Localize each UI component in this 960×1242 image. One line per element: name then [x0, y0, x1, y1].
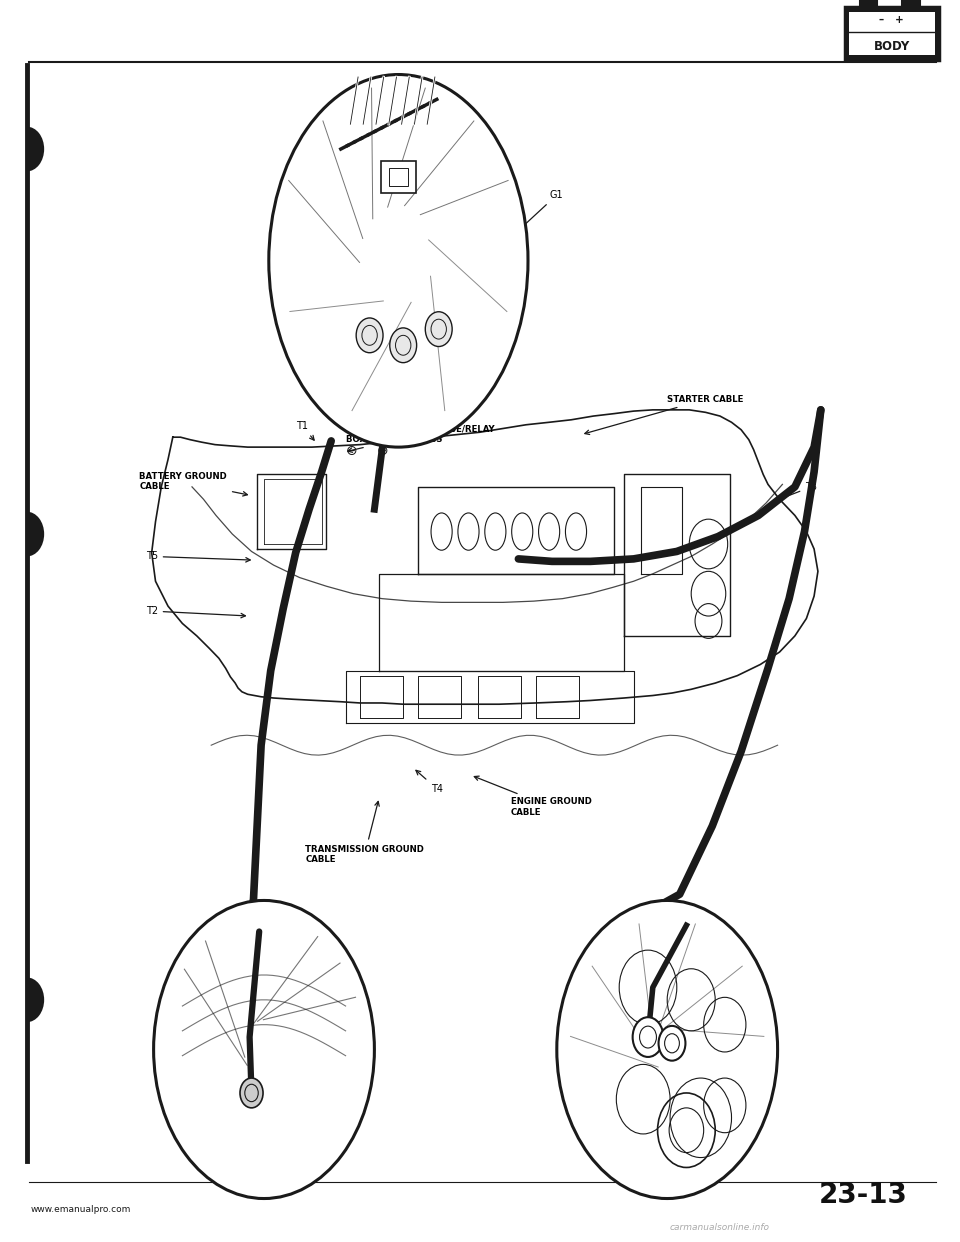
- Text: UNDER-HOOD ABS FUSE/RELAY
BOX WIRE HARNESS: UNDER-HOOD ABS FUSE/RELAY BOX WIRE HARNE…: [346, 425, 494, 452]
- Text: TRANSMISSION GROUND
CABLE: TRANSMISSION GROUND CABLE: [305, 801, 424, 864]
- Text: ⊖: ⊖: [346, 443, 357, 458]
- Text: T2: T2: [146, 606, 246, 617]
- Text: ⊕: ⊕: [376, 443, 388, 458]
- Text: T3: T3: [777, 482, 817, 501]
- Bar: [381, 161, 416, 193]
- Text: BODY: BODY: [874, 40, 910, 52]
- Circle shape: [425, 312, 452, 347]
- Text: G2: G2: [654, 1112, 669, 1129]
- Bar: [902, 0, 920, 9]
- Circle shape: [356, 318, 383, 353]
- Text: STARTER CABLE: STARTER CABLE: [585, 395, 744, 435]
- Text: 23-13: 23-13: [818, 1181, 907, 1208]
- Text: G1: G1: [492, 190, 564, 255]
- Text: T4: T4: [416, 770, 443, 794]
- Text: carmanualsonline.info: carmanualsonline.info: [670, 1222, 770, 1232]
- Ellipse shape: [154, 900, 374, 1199]
- Bar: [849, 12, 935, 55]
- Ellipse shape: [557, 900, 778, 1199]
- Text: www.emanualpro.com: www.emanualpro.com: [31, 1205, 132, 1215]
- Circle shape: [633, 1017, 663, 1057]
- Wedge shape: [27, 127, 44, 171]
- Wedge shape: [27, 512, 44, 556]
- Circle shape: [659, 1026, 685, 1061]
- Circle shape: [240, 1078, 263, 1108]
- Text: G3: G3: [251, 1112, 268, 1129]
- Bar: [845, 7, 939, 60]
- Circle shape: [390, 328, 417, 363]
- Text: BATTERY GROUND
CABLE: BATTERY GROUND CABLE: [139, 472, 248, 496]
- Text: ENGINE GROUND
CABLE: ENGINE GROUND CABLE: [474, 776, 591, 817]
- Bar: [389, 168, 408, 186]
- Ellipse shape: [269, 75, 528, 447]
- Text: T1: T1: [297, 421, 314, 440]
- Bar: [860, 0, 877, 9]
- Wedge shape: [27, 977, 44, 1022]
- Text: T5: T5: [146, 551, 251, 563]
- Text: –   +: – +: [879, 15, 904, 25]
